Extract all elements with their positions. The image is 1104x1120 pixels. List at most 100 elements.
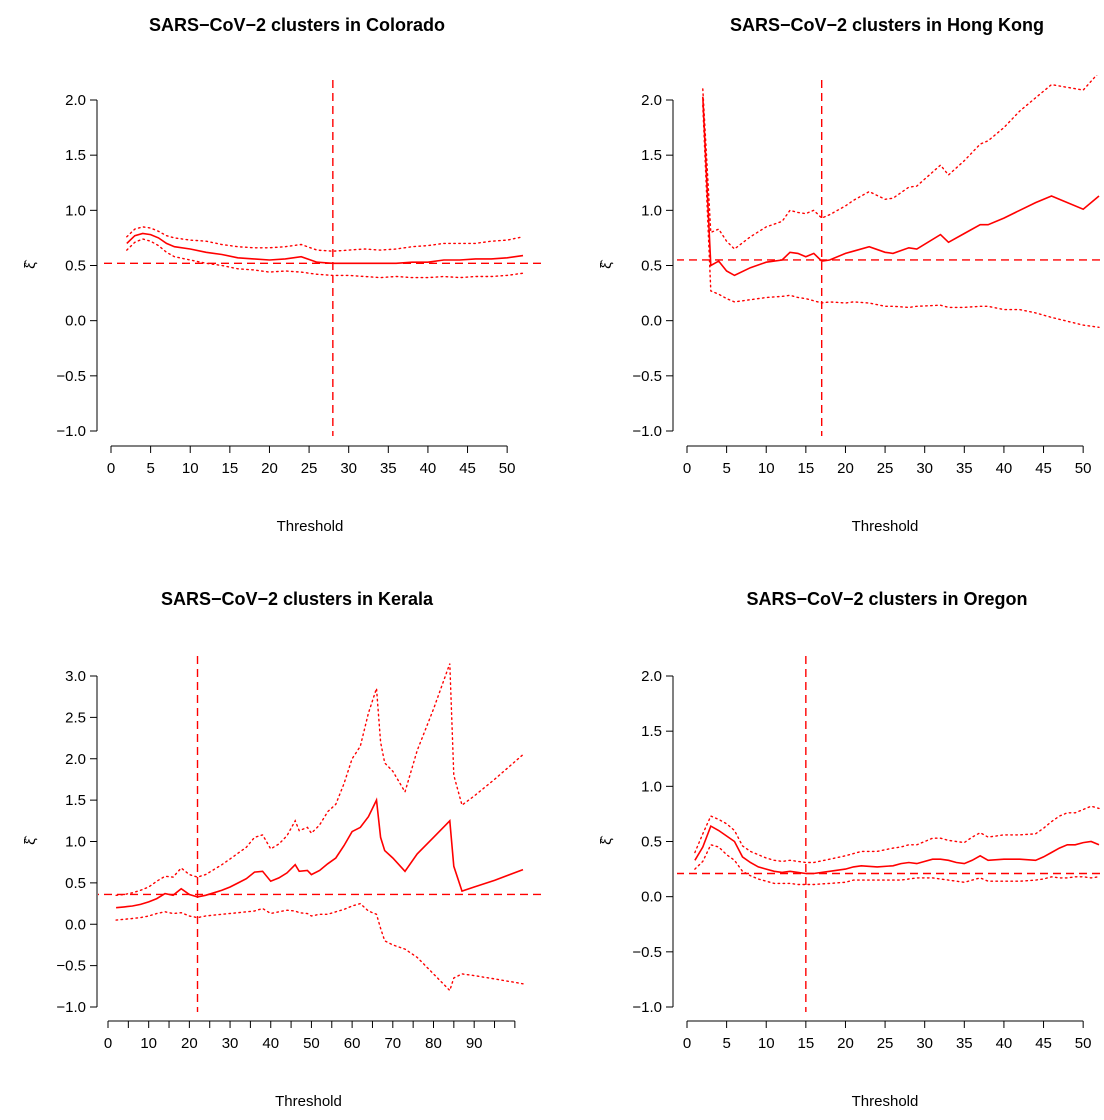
chart-panel-4: SARS−CoV−2 clusters in Oregon −1.0 −0.5 0.0… <box>598 589 1104 1110</box>
chart-panel-3: SARS−CoV−2 clusters in Kerala −1.0 −0.5 0.0… <box>22 589 543 1110</box>
y-tick-label: 1.0 <box>65 202 86 219</box>
y-tick-label: −0.5 <box>632 368 662 385</box>
x-tick-label: 15 <box>222 460 239 477</box>
y-tick-label: 1.0 <box>641 778 662 795</box>
y-tick-label: 3.0 <box>65 668 86 685</box>
x-tick-label: 30 <box>340 460 357 477</box>
x-tick-label: 35 <box>956 1035 973 1052</box>
x-tick-label: 20 <box>261 460 278 477</box>
x-tick-label: 25 <box>301 460 318 477</box>
x-tick-label: 90 <box>466 1035 483 1052</box>
x-tick-label: 25 <box>877 1035 894 1052</box>
y-tick-label: −1.0 <box>632 423 662 440</box>
y-tick-label: 0.5 <box>641 834 662 851</box>
x-tick-label: 40 <box>420 460 437 477</box>
x-tick-label: 50 <box>499 460 516 477</box>
x-tick-label: 15 <box>798 1035 815 1052</box>
x-axis-label: Threshold <box>852 1093 919 1110</box>
x-tick-label: 30 <box>916 460 933 477</box>
series-estimate-line <box>126 232 524 265</box>
y-tick-label: 0.0 <box>641 313 662 330</box>
chart-title: SARS−CoV−2 clusters in Kerala <box>161 589 434 609</box>
plot-area <box>101 80 543 436</box>
x-tick-label: 70 <box>384 1035 401 1052</box>
series-lower-line <box>115 902 524 992</box>
y-tick-label: 2.5 <box>65 709 86 726</box>
x-tick-label: 40 <box>996 1035 1013 1052</box>
y-tick-label: −0.5 <box>56 958 86 975</box>
series-estimate-line <box>694 824 1100 875</box>
series-upper-line <box>115 663 524 896</box>
plot-area <box>677 656 1104 1012</box>
series-upper-line <box>694 805 1100 864</box>
x-tick-label: 0 <box>107 460 115 477</box>
y-axis-label: ξ̂ <box>22 259 39 269</box>
y-tick-label: 0.5 <box>65 875 86 892</box>
plot-area <box>98 656 543 1012</box>
plot-area <box>677 75 1104 436</box>
x-tick-label: 10 <box>140 1035 157 1052</box>
x-tick-label: 25 <box>877 460 894 477</box>
series-lower-line <box>694 843 1100 886</box>
y-tick-label: −0.5 <box>56 368 86 385</box>
x-tick-label: 0 <box>104 1035 112 1052</box>
x-tick-label: 40 <box>262 1035 279 1052</box>
x-tick-label: 35 <box>956 460 973 477</box>
x-axis-label: Threshold <box>852 518 919 535</box>
y-tick-label: 2.0 <box>65 92 86 109</box>
chart-title: SARS−CoV−2 clusters in Oregon <box>746 589 1027 609</box>
x-tick-label: 20 <box>837 1035 854 1052</box>
y-tick-label: 0.0 <box>641 889 662 906</box>
chart-panel-1: SARS−CoV−2 clusters in Colorado −1.0 −0.5 0… <box>22 15 543 535</box>
y-tick-label: 0.5 <box>641 258 662 275</box>
series-upper-line <box>702 75 1098 250</box>
chart-title: SARS−CoV−2 clusters in Hong Kong <box>730 15 1044 35</box>
y-axis-label: ξ̂ <box>22 835 39 845</box>
y-axis-label: ξ̂ <box>598 835 615 845</box>
x-tick-label: 10 <box>182 460 199 477</box>
y-axis-label: ξ̂ <box>598 259 615 269</box>
y-tick-label: 1.5 <box>641 147 662 164</box>
x-axis-label: Threshold <box>277 518 344 535</box>
x-tick-label: 45 <box>1035 460 1052 477</box>
y-tick-label: 1.5 <box>65 147 86 164</box>
chart-panel-2: SARS−CoV−2 clusters in Hong Kong −1.0 −0.5… <box>598 15 1104 535</box>
x-tick-label: 20 <box>181 1035 198 1052</box>
y-tick-label: 1.5 <box>65 792 86 809</box>
y-tick-label: 1.0 <box>641 202 662 219</box>
x-tick-label: 50 <box>1075 460 1092 477</box>
x-tick-label: 50 <box>303 1035 320 1052</box>
series-lower-line <box>702 104 1100 328</box>
y-tick-label: 2.0 <box>641 92 662 109</box>
x-tick-label: 15 <box>798 460 815 477</box>
y-tick-label: 0.0 <box>65 916 86 933</box>
x-tick-label: 30 <box>916 1035 933 1052</box>
x-tick-label: 5 <box>722 1035 730 1052</box>
x-tick-label: 50 <box>1075 1035 1092 1052</box>
x-tick-label: 5 <box>146 460 154 477</box>
series-lower-line <box>126 238 524 279</box>
x-tick-label: 10 <box>758 460 775 477</box>
series-estimate-line <box>702 96 1100 277</box>
y-tick-label: 1.5 <box>641 723 662 740</box>
series-estimate-line <box>116 797 524 909</box>
x-tick-label: 30 <box>222 1035 239 1052</box>
x-axis-label: Threshold <box>275 1093 342 1110</box>
x-tick-label: 80 <box>425 1035 442 1052</box>
y-tick-label: 0.0 <box>65 313 86 330</box>
x-tick-label: 45 <box>1035 1035 1052 1052</box>
x-tick-label: 20 <box>837 460 854 477</box>
y-tick-label: −0.5 <box>632 944 662 961</box>
x-tick-label: 10 <box>758 1035 775 1052</box>
chart-title: SARS−CoV−2 clusters in Colorado <box>149 15 445 35</box>
x-tick-label: 0 <box>683 1035 691 1052</box>
series-upper-line <box>126 226 524 252</box>
x-tick-label: 60 <box>344 1035 361 1052</box>
y-tick-label: 2.0 <box>65 751 86 768</box>
y-tick-label: −1.0 <box>56 423 86 440</box>
y-tick-label: −1.0 <box>56 999 86 1016</box>
x-tick-label: 5 <box>722 460 730 477</box>
x-tick-label: 45 <box>459 460 476 477</box>
